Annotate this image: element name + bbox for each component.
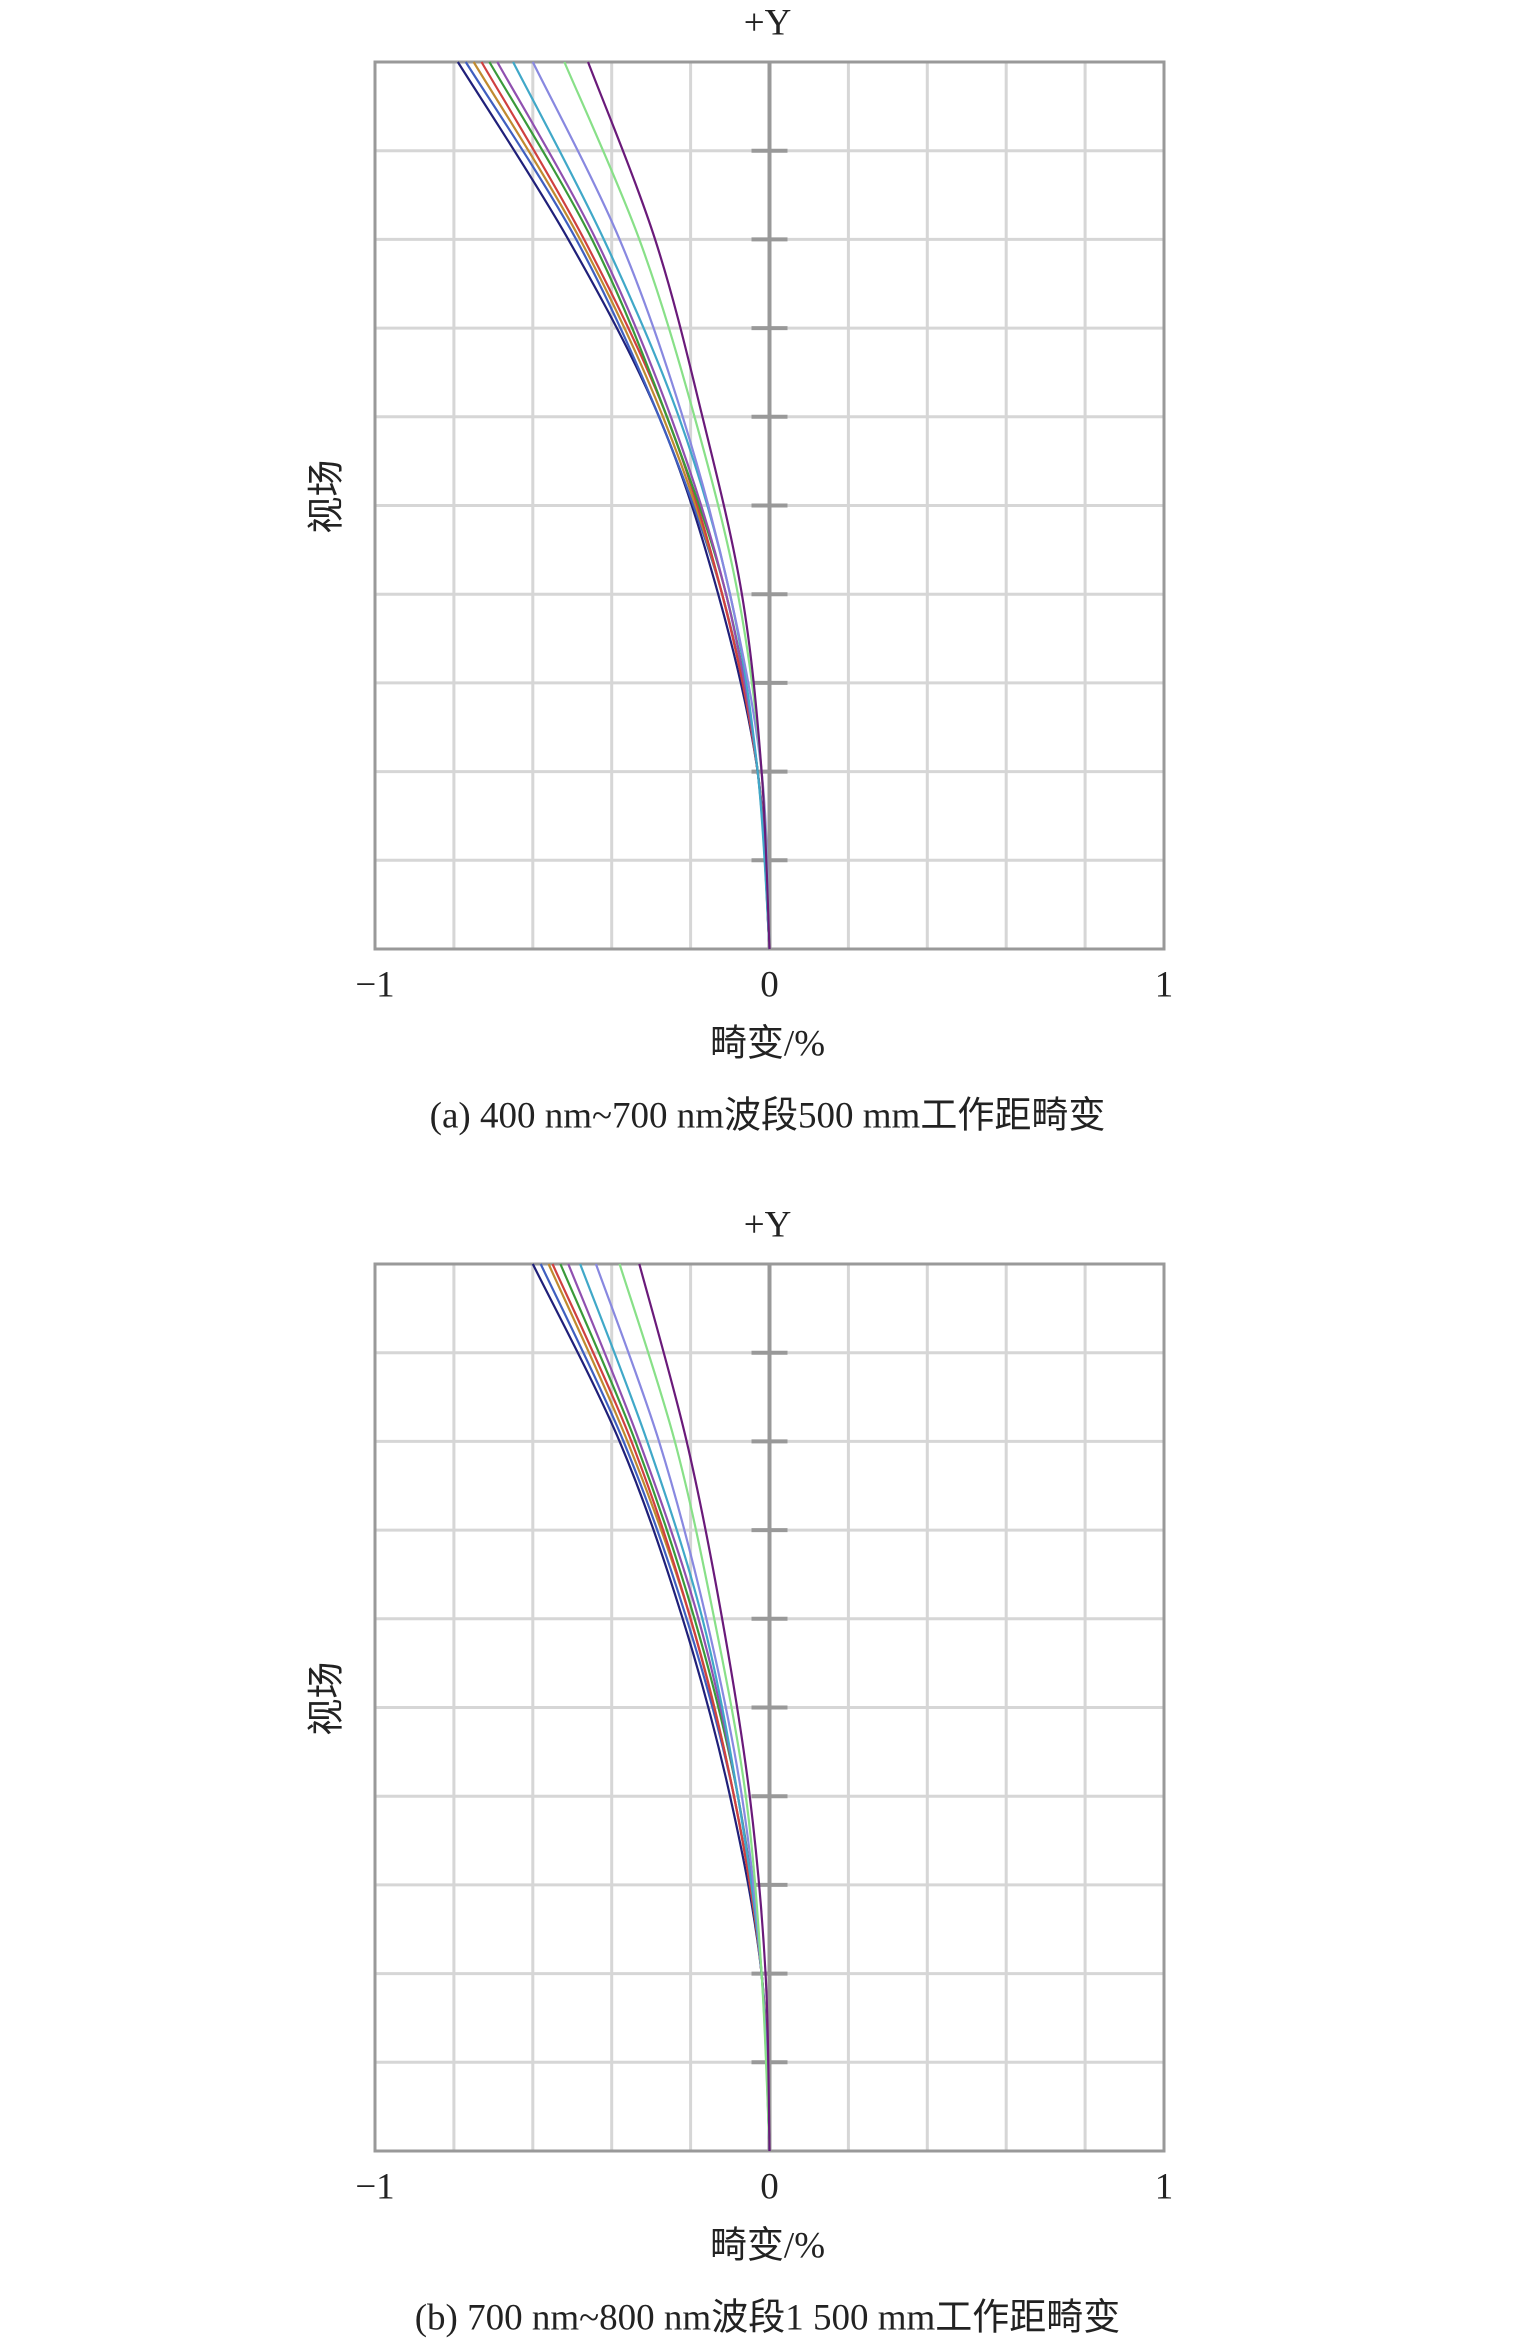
x-tick-label: 1 — [1155, 2166, 1174, 2207]
caption: (a) 400 nm~700 nm波段500 mm工作距畸变 — [430, 1094, 1106, 1136]
y-axis-label: 视场 — [306, 1662, 347, 1736]
curve — [512, 61, 771, 950]
x-tick-label: −1 — [355, 2166, 394, 2207]
chart-title: +Y — [744, 1204, 792, 1245]
curve — [638, 1263, 771, 2152]
curve — [587, 61, 771, 950]
x-axis-label: 畸变/% — [710, 1022, 825, 1064]
x-tick-label: 1 — [1155, 964, 1174, 1005]
x-tick-label: 0 — [760, 964, 779, 1005]
caption: (b) 700 nm~800 nm波段1 500 mm工作距畸变 — [415, 2296, 1121, 2338]
chart-title: +Y — [744, 2, 792, 43]
curve — [618, 1263, 771, 2152]
x-tick-label: 0 — [760, 2166, 779, 2207]
x-tick-label: −1 — [355, 964, 394, 1005]
y-axis-label: 视场 — [306, 460, 347, 534]
x-axis-label: 畸变/% — [710, 2224, 825, 2266]
